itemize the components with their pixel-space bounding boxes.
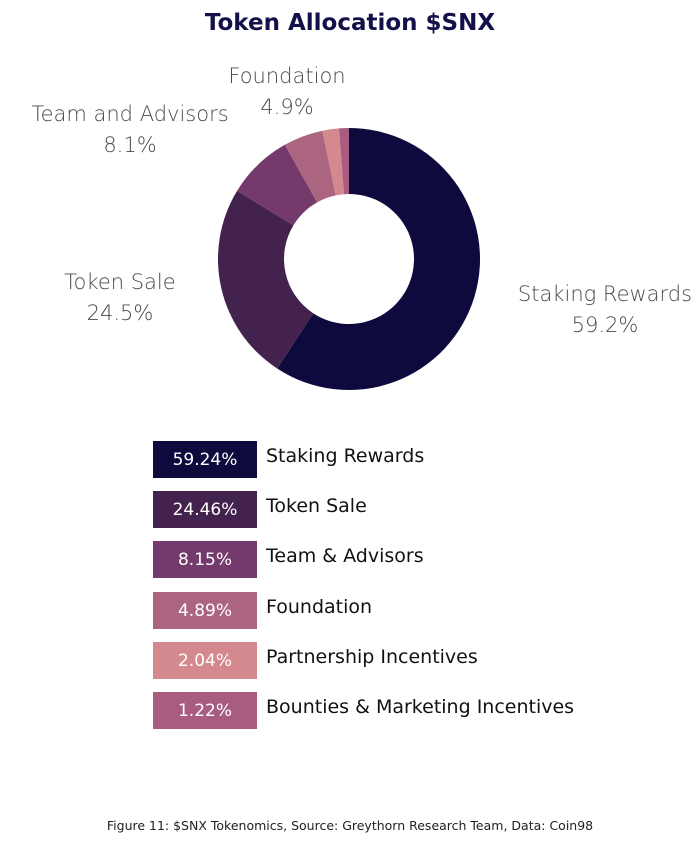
slice-name: Team and Advisors bbox=[31, 102, 229, 126]
chart-title: Token Allocation $SNX bbox=[204, 10, 496, 36]
donut-chart bbox=[218, 128, 481, 390]
donut-slice-team-advisors bbox=[237, 144, 318, 226]
slice-name: Foundation bbox=[228, 64, 346, 88]
legend-label: Staking Rewards bbox=[266, 445, 425, 467]
legend-item-team-advisors: 8.15% Team & Advisors bbox=[153, 541, 633, 579]
legend-swatch: 24.46% bbox=[153, 491, 257, 528]
figure-caption: Figure 11: $SNX Tokenomics, Source: Grey… bbox=[106, 818, 594, 833]
slice-name: Staking Rewards bbox=[517, 282, 693, 306]
slice-percent: 8.1% bbox=[103, 133, 157, 157]
legend-label: Token Sale bbox=[266, 495, 367, 517]
slice-label-staking-rewards: Staking Rewards 59.2% bbox=[505, 279, 700, 341]
donut-slice-staking-rewards bbox=[277, 128, 481, 390]
slice-label-team-advisors: Team and Advisors 8.1% bbox=[20, 99, 240, 161]
legend-label: Partnership Incentives bbox=[266, 646, 478, 668]
slice-percent: 4.9% bbox=[260, 95, 314, 119]
slice-label-foundation: Foundation 4.9% bbox=[212, 61, 362, 123]
legend-item-token-sale: 24.46% Token Sale bbox=[153, 491, 633, 529]
slice-name: Token Sale bbox=[64, 270, 176, 294]
legend-item-bounties-marketing: 1.22% Bounties & Marketing Incentives bbox=[153, 692, 633, 730]
legend-item-foundation: 4.89% Foundation bbox=[153, 592, 633, 630]
donut-slice-foundation bbox=[284, 130, 336, 203]
legend-label: Foundation bbox=[266, 596, 373, 618]
legend-item-staking-rewards: 59.24% Staking Rewards bbox=[153, 441, 633, 479]
donut-slice-bounties-marketing-incentives bbox=[338, 128, 349, 195]
donut-slice-token-sale bbox=[218, 190, 314, 369]
legend-swatch: 59.24% bbox=[153, 441, 257, 478]
donut-slice-partnership-incentives bbox=[322, 128, 345, 196]
legend-swatch: 2.04% bbox=[153, 642, 257, 679]
slice-percent: 59.2% bbox=[571, 313, 639, 337]
slice-label-token-sale: Token Sale 24.5% bbox=[40, 267, 200, 329]
legend-swatch: 1.22% bbox=[153, 692, 257, 729]
legend-item-partnership-incentives: 2.04% Partnership Incentives bbox=[153, 642, 633, 680]
legend-swatch: 8.15% bbox=[153, 541, 257, 578]
legend-label: Team & Advisors bbox=[266, 545, 424, 567]
legend-label: Bounties & Marketing Incentives bbox=[266, 696, 575, 718]
legend-swatch: 4.89% bbox=[153, 592, 257, 629]
slice-percent: 24.5% bbox=[86, 301, 154, 325]
